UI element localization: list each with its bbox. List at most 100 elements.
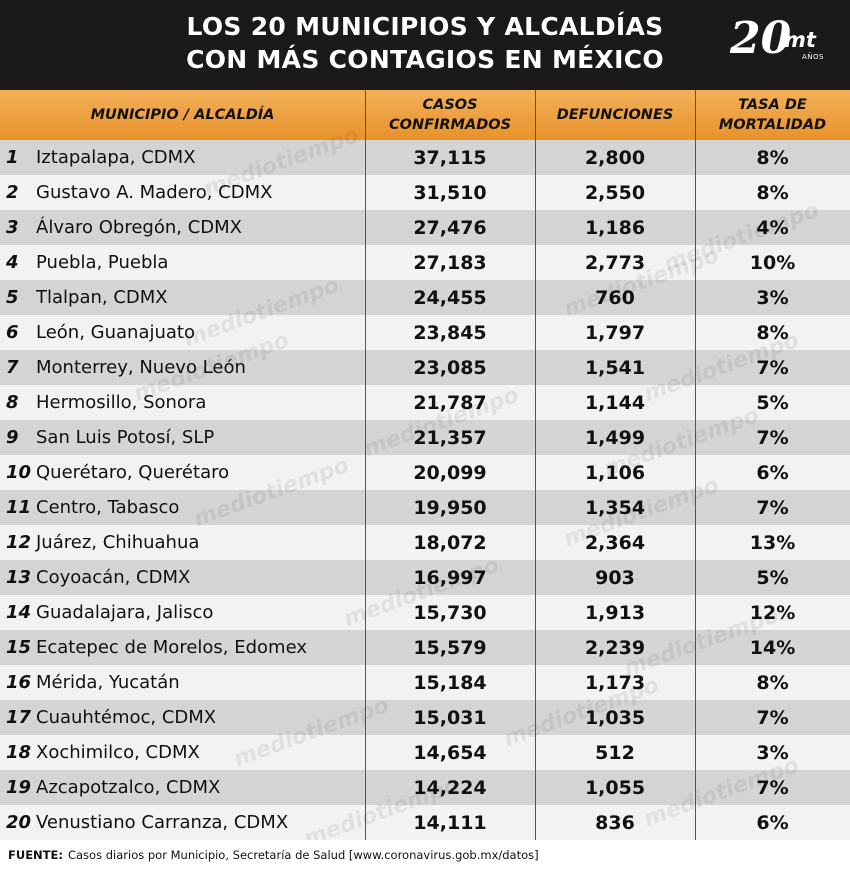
row-municipio: León, Guanajuato <box>36 322 195 343</box>
row-municipio: Ecatepec de Morelos, Edomex <box>36 637 307 658</box>
footer-label: FUENTE: <box>8 848 63 862</box>
row-casos-confirmados: 14,224 <box>413 776 487 799</box>
header-municipio-label: MUNICIPIO / ALCALDÍA <box>90 107 275 123</box>
header-defunciones-label: DEFUNCIONES <box>556 107 674 123</box>
header: LOS 20 MUNICIPIOS Y ALCALDÍAS CON MÁS CO… <box>0 0 850 90</box>
row-tasa-mortalidad: 5% <box>756 391 789 414</box>
header-tasa-line-1: TASA DE <box>738 97 807 113</box>
row-tasa-mortalidad: 6% <box>756 461 789 484</box>
row-casos-confirmados: 15,579 <box>413 636 487 659</box>
row-rank: 1 <box>6 147 19 168</box>
row-municipio: Mérida, Yucatán <box>36 672 180 693</box>
row-tasa-mortalidad: 8% <box>756 146 789 169</box>
logo-anos: AÑOS <box>802 53 824 61</box>
row-tasa-mortalidad: 7% <box>756 776 789 799</box>
row-municipio: Juárez, Chihuahua <box>36 532 200 553</box>
row-rank: 5 <box>6 287 19 308</box>
row-casos-confirmados: 19,950 <box>413 496 487 519</box>
row-municipio: Centro, Tabasco <box>36 497 180 518</box>
row-casos-confirmados: 16,997 <box>413 566 487 589</box>
row-casos-confirmados: 27,183 <box>413 251 487 274</box>
row-defunciones: 836 <box>595 811 635 834</box>
row-defunciones: 1,541 <box>584 356 646 379</box>
row-casos-confirmados: 21,357 <box>413 426 487 449</box>
row-tasa-mortalidad: 14% <box>749 636 796 659</box>
row-rank: 13 <box>6 567 32 588</box>
row-municipio: Álvaro Obregón, CDMX <box>36 217 242 238</box>
table-row: 9 San Luis Potosí, SLP 21,357 1,499 7% <box>0 420 850 455</box>
row-defunciones: 512 <box>595 741 635 764</box>
row-casos-confirmados: 37,115 <box>413 146 487 169</box>
row-rank: 19 <box>6 777 32 798</box>
row-municipio: Cuauhtémoc, CDMX <box>36 707 217 728</box>
footer-text: Casos diarios por Municipio, Secretaría … <box>67 848 539 862</box>
source-footer: FUENTE: Casos diarios por Municipio, Sec… <box>0 840 850 870</box>
row-defunciones: 1,106 <box>584 461 646 484</box>
row-defunciones: 2,550 <box>584 181 646 204</box>
header-divider <box>695 90 696 140</box>
row-tasa-mortalidad: 6% <box>756 811 789 834</box>
table-row: 11 Centro, Tabasco 19,950 1,354 7% <box>0 490 850 525</box>
row-casos-confirmados: 23,085 <box>413 356 487 379</box>
table-body: 1 Iztapalapa, CDMX 37,115 2,800 8% 2 Gustavo A… <box>0 140 850 840</box>
row-defunciones: 2,773 <box>584 251 646 274</box>
table-header: MUNICIPIO / ALCALDÍA CASOS CONFIRMADOS D… <box>0 90 850 140</box>
row-municipio: Querétaro, Querétaro <box>36 462 230 483</box>
row-municipio: Xochimilco, CDMX <box>36 742 200 763</box>
row-rank: 16 <box>6 672 32 693</box>
table-row: 14 Guadalajara, Jalisco 15,730 1,913 12% <box>0 595 850 630</box>
row-tasa-mortalidad: 8% <box>756 181 789 204</box>
row-tasa-mortalidad: 3% <box>756 286 789 309</box>
row-defunciones: 1,797 <box>584 321 646 344</box>
row-defunciones: 760 <box>595 286 635 309</box>
row-municipio: Azcapotzalco, CDMX <box>36 777 221 798</box>
row-tasa-mortalidad: 10% <box>749 251 796 274</box>
row-rank: 20 <box>6 812 32 833</box>
table-row: 16 Mérida, Yucatán 15,184 1,173 8% <box>0 665 850 700</box>
title-line-1: LOS 20 MUNICIPIOS Y ALCALDÍAS <box>186 12 664 41</box>
row-defunciones: 1,173 <box>584 671 646 694</box>
row-defunciones: 1,913 <box>584 601 646 624</box>
column-divider <box>535 140 536 840</box>
mediotiempo-20-anos-logo: 20 mt AÑOS <box>730 14 830 70</box>
table-row: 7 Monterrey, Nuevo León 23,085 1,541 7% <box>0 350 850 385</box>
row-defunciones: 1,144 <box>584 391 646 414</box>
row-defunciones: 1,186 <box>584 216 646 239</box>
row-tasa-mortalidad: 5% <box>756 566 789 589</box>
table-row: 1 Iztapalapa, CDMX 37,115 2,800 8% <box>0 140 850 175</box>
row-rank: 11 <box>6 497 32 518</box>
column-divider <box>365 140 366 840</box>
row-municipio: Gustavo A. Madero, CDMX <box>36 182 273 203</box>
table-row: 12 Juárez, Chihuahua 18,072 2,364 13% <box>0 525 850 560</box>
table-row: 5 Tlalpan, CDMX 24,455 760 3% <box>0 280 850 315</box>
title-line-2: CON MÁS CONTAGIOS EN MÉXICO <box>186 45 664 74</box>
header-casos-line-1: CASOS <box>422 97 478 113</box>
row-defunciones: 1,035 <box>584 706 646 729</box>
row-municipio: Iztapalapa, CDMX <box>36 147 196 168</box>
row-tasa-mortalidad: 7% <box>756 356 789 379</box>
row-casos-confirmados: 20,099 <box>413 461 487 484</box>
row-tasa-mortalidad: 7% <box>756 706 789 729</box>
row-rank: 12 <box>6 532 32 553</box>
table-row: 17 Cuauhtémoc, CDMX 15,031 1,035 7% <box>0 700 850 735</box>
table-row: 10 Querétaro, Querétaro 20,099 1,106 6% <box>0 455 850 490</box>
row-rank: 9 <box>6 427 19 448</box>
table-row: 3 Álvaro Obregón, CDMX 27,476 1,186 4% <box>0 210 850 245</box>
header-casos: CASOS CONFIRMADOS <box>365 90 535 140</box>
row-rank: 17 <box>6 707 32 728</box>
row-rank: 7 <box>6 357 19 378</box>
header-tasa: TASA DE MORTALIDAD <box>695 90 850 140</box>
row-defunciones: 2,800 <box>584 146 646 169</box>
row-rank: 3 <box>6 217 19 238</box>
row-casos-confirmados: 15,184 <box>413 671 487 694</box>
row-tasa-mortalidad: 4% <box>756 216 789 239</box>
row-casos-confirmados: 24,455 <box>413 286 487 309</box>
header-divider <box>535 90 536 140</box>
header-casos-line-2: CONFIRMADOS <box>388 117 512 133</box>
row-municipio: Monterrey, Nuevo León <box>36 357 246 378</box>
row-municipio: San Luis Potosí, SLP <box>36 427 215 448</box>
row-municipio: Venustiano Carranza, CDMX <box>36 812 289 833</box>
row-tasa-mortalidad: 7% <box>756 426 789 449</box>
row-rank: 18 <box>6 742 32 763</box>
column-divider <box>695 140 696 840</box>
